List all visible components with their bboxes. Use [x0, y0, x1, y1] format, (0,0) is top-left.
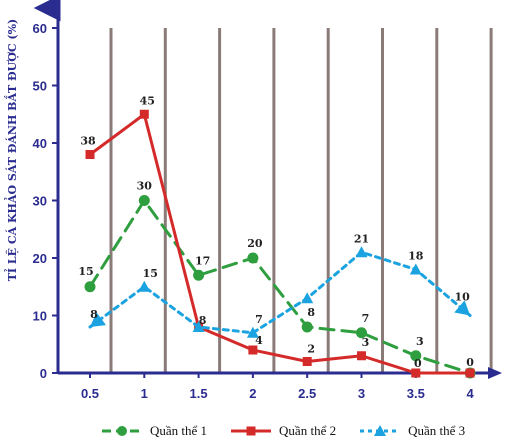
x-tick-label: 3.5: [407, 386, 425, 401]
x-tick-label: 4: [466, 386, 474, 401]
x-tick-label: 1: [141, 386, 148, 401]
data-label: 18: [408, 250, 424, 263]
data-label: 3: [362, 336, 370, 349]
series-2-marker: [465, 368, 475, 378]
x-axis-arrow: [488, 367, 502, 379]
series-1-marker: [410, 350, 422, 362]
data-label: 20: [247, 237, 263, 250]
y-tick-label: 50: [33, 79, 47, 94]
vertical-gridlines: [109, 28, 493, 373]
data-label: 38: [80, 135, 96, 148]
series-3-marker: [192, 321, 205, 332]
legend: Quần thể 1 Quần thể 2 Quần thể 3: [100, 420, 465, 442]
series-line-3: [88, 250, 472, 335]
y-tick-label: 20: [33, 251, 47, 266]
y-axis-title: TỈ LỆ CÁ KHẢO SÁT ĐÁNH BẮT ĐƯỢC (%): [4, 19, 19, 282]
x-tick-label: 0.5: [81, 386, 99, 401]
legend-label-3: Quần thể 3: [408, 423, 466, 438]
series-2-marker: [85, 150, 95, 159]
series-2-marker: [302, 357, 312, 366]
series-1-marker: [356, 327, 367, 339]
legend-item-3: Quần thể 3: [358, 423, 465, 439]
y-tick-label: 0: [40, 366, 47, 381]
series-line-1: [88, 199, 472, 375]
x-tick-label: 1.5: [190, 386, 208, 401]
series-1-marker: [301, 321, 313, 333]
data-label: 8: [90, 308, 98, 321]
series-lines: [84, 109, 476, 379]
data-label: 8: [307, 306, 315, 319]
series-3-marker: [246, 326, 259, 338]
data-label: 21: [354, 232, 369, 245]
x-tick-label: 2: [249, 386, 256, 401]
data-label: 17: [195, 254, 210, 267]
series-1-marker: [193, 269, 205, 281]
series-2-marker: [357, 351, 366, 361]
legend-swatch-2: [231, 426, 272, 436]
data-label: 15: [143, 267, 158, 280]
data-label: 8: [199, 314, 207, 327]
y-tick-label: 60: [33, 21, 47, 36]
x-tick-label: 2.5: [298, 386, 316, 401]
data-label: 4: [255, 334, 263, 347]
series-2-marker: [248, 345, 258, 355]
data-label: 0: [414, 357, 422, 370]
data-label: 10: [454, 291, 470, 304]
data-label: 0: [466, 356, 474, 369]
series-3-marker: [409, 263, 422, 275]
legend-label-2: Quần thể 2: [279, 423, 337, 438]
series-3-marker: [138, 280, 151, 292]
series-2-marker: [139, 109, 149, 119]
series-3-marker: [301, 292, 314, 304]
data-label: 7: [255, 313, 263, 326]
data-label: 2: [307, 343, 315, 356]
legend-label-1: Quần thể 1: [150, 423, 208, 438]
series-1-marker: [138, 195, 150, 206]
data-label: 3: [416, 335, 424, 348]
y-tick-label: 30: [33, 194, 47, 209]
legend-item-2: Quần thể 2: [229, 423, 336, 439]
series-1-marker: [247, 252, 259, 264]
series-3-end-arrow: [454, 300, 471, 316]
y-tick-label: 40: [33, 136, 47, 151]
series-line-2: [88, 112, 472, 375]
x-tick-label: 3: [358, 386, 365, 401]
series-3-marker: [355, 246, 368, 258]
data-label: 30: [137, 180, 153, 193]
legend-swatch-3: [360, 425, 401, 436]
data-label: 15: [78, 265, 93, 278]
series-2-marker: [411, 368, 421, 378]
data-label: 45: [140, 94, 155, 107]
y-tick-label: 10: [33, 309, 47, 324]
legend-item-1: Quần thể 1: [100, 423, 207, 439]
legend-swatch-1: [102, 426, 142, 436]
data-label: 7: [362, 312, 370, 325]
series-1-marker: [84, 281, 96, 293]
series-3-start-arrow: [90, 312, 107, 327]
